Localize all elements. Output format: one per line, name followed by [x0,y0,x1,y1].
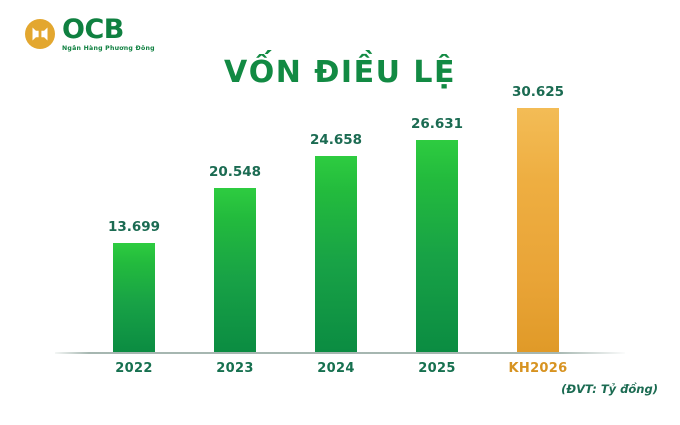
bar-value-label: 30.625 [511,84,565,100]
bar-2[interactable] [315,155,357,352]
chart-title: VỐN ĐIỀU LỆ [224,55,456,90]
bar-1[interactable] [214,188,256,352]
bar-value-label: 26.631 [410,115,464,132]
category-label-3: 2025 [418,361,456,376]
bar-3[interactable] [416,139,458,352]
brand-logo: OCB Ngân Hàng Phương Đông [24,16,155,52]
brand-tagline: Ngân Hàng Phương Đông [62,45,155,52]
bar-group-3: 26.631 2025 [386,0,488,425]
brand-wordmark-wrap: OCB Ngân Hàng Phương Đông [62,16,155,52]
bar-0[interactable] [113,242,155,352]
bar-group-1: 20.548 2023 [184,0,286,425]
category-label-1: 2023 [216,361,254,376]
bar-value-label: 13.699 [107,218,161,235]
bar-value-label: 20.548 [208,164,262,181]
category-label-4: KH2026 [508,361,568,376]
bar-4[interactable] [517,108,559,352]
bar-value-label: 24.658 [309,131,363,148]
bar-group-4: 30.625 KH2026 [487,0,589,425]
category-label-2: 2024 [317,361,355,376]
brand-wordmark: OCB [62,14,124,45]
ocb-coin-logo-icon [24,18,56,50]
x-axis-baseline [55,352,625,354]
unit-note: (ĐVT: Tỷ đồng) [561,382,658,396]
bar-group-2: 24.658 2024 [285,0,387,425]
category-label-0: 2022 [115,361,153,376]
bar-group-0: 13.699 2022 [83,0,185,425]
